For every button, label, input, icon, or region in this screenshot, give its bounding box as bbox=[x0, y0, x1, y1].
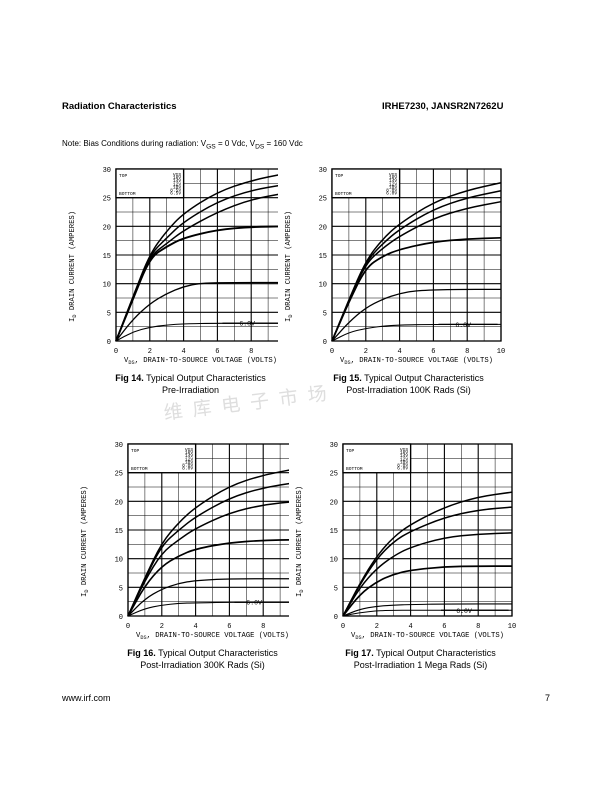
svg-text:25: 25 bbox=[330, 471, 338, 479]
svg-text:2: 2 bbox=[364, 348, 368, 356]
svg-text:30: 30 bbox=[103, 167, 111, 175]
svg-text:15: 15 bbox=[115, 528, 123, 536]
svg-text:2: 2 bbox=[148, 348, 152, 356]
svg-text:ID DRAIN CURRENT (AMPERES): ID DRAIN CURRENT (AMPERES) bbox=[296, 486, 305, 597]
svg-text:6.0V: 6.0V bbox=[239, 321, 255, 328]
svg-text:8: 8 bbox=[476, 623, 480, 631]
svg-text:5: 5 bbox=[334, 585, 338, 593]
svg-text:8: 8 bbox=[261, 623, 265, 631]
svg-text:2: 2 bbox=[375, 623, 379, 631]
svg-text:0: 0 bbox=[107, 339, 111, 347]
svg-text:ID DRAIN CURRENT (AMPERES): ID DRAIN CURRENT (AMPERES) bbox=[285, 211, 294, 322]
svg-text:VDS, DRAIN-TO-SOURCE VOLTAGE: VDS, DRAIN-TO-SOURCE VOLTAGE (VOLTS) bbox=[340, 357, 493, 366]
svg-text:30: 30 bbox=[115, 442, 123, 450]
svg-text:0: 0 bbox=[334, 614, 338, 622]
svg-text:10: 10 bbox=[330, 557, 338, 565]
svg-text:6.0V: 6.0V bbox=[397, 466, 408, 472]
svg-text:4: 4 bbox=[193, 623, 197, 631]
svg-text:5: 5 bbox=[107, 310, 111, 318]
svg-text:4: 4 bbox=[397, 348, 401, 356]
svg-text:0: 0 bbox=[126, 623, 130, 631]
svg-text:TOP: TOP bbox=[335, 173, 344, 179]
svg-text:20: 20 bbox=[115, 499, 123, 507]
svg-text:10: 10 bbox=[103, 282, 111, 290]
svg-text:8: 8 bbox=[465, 348, 469, 356]
svg-text:6: 6 bbox=[215, 348, 219, 356]
svg-text:BOTTOM: BOTTOM bbox=[346, 466, 363, 472]
svg-text:10: 10 bbox=[497, 348, 505, 356]
svg-text:20: 20 bbox=[103, 224, 111, 232]
svg-text:ID DRAIN CURRENT (AMPERES): ID DRAIN CURRENT (AMPERES) bbox=[69, 211, 78, 322]
svg-text:25: 25 bbox=[319, 196, 327, 204]
svg-text:10: 10 bbox=[508, 623, 516, 631]
svg-text:TOP: TOP bbox=[119, 173, 128, 179]
svg-text:15: 15 bbox=[330, 528, 338, 536]
svg-text:5: 5 bbox=[323, 310, 327, 318]
svg-text:30: 30 bbox=[319, 167, 327, 175]
svg-text:10: 10 bbox=[319, 282, 327, 290]
svg-text:2: 2 bbox=[160, 623, 164, 631]
svg-text:8.0V: 8.0V bbox=[182, 466, 193, 472]
svg-text:6: 6 bbox=[431, 348, 435, 356]
svg-text:30: 30 bbox=[330, 442, 338, 450]
svg-text:0: 0 bbox=[119, 614, 123, 622]
svg-text:4: 4 bbox=[181, 348, 185, 356]
svg-text:TOP: TOP bbox=[131, 448, 140, 454]
svg-text:VDS, DRAIN-TO-SOURCE VOLTAGE: VDS, DRAIN-TO-SOURCE VOLTAGE (VOLTS) bbox=[124, 357, 277, 366]
svg-text:8: 8 bbox=[249, 348, 253, 356]
svg-text:ID DRAIN CURRENT (AMPERES): ID DRAIN CURRENT (AMPERES) bbox=[81, 486, 90, 597]
svg-text:0: 0 bbox=[114, 348, 118, 356]
svg-text:6.0V: 6.0V bbox=[386, 191, 397, 197]
svg-text:6.0V: 6.0V bbox=[456, 608, 472, 615]
svg-text:0: 0 bbox=[341, 623, 345, 631]
svg-text:VDS, DRAIN-TO-SOURCE VOLTAGE: VDS, DRAIN-TO-SOURCE VOLTAGE (VOLTS) bbox=[136, 632, 289, 641]
svg-text:6.0V: 6.0V bbox=[455, 322, 471, 329]
svg-text:25: 25 bbox=[115, 471, 123, 479]
svg-text:BOTTOM: BOTTOM bbox=[131, 466, 148, 472]
svg-text:20: 20 bbox=[319, 224, 327, 232]
svg-text:6.0V: 6.0V bbox=[246, 600, 262, 607]
svg-text:25: 25 bbox=[103, 196, 111, 204]
svg-text:15: 15 bbox=[103, 253, 111, 261]
svg-text:4: 4 bbox=[408, 623, 412, 631]
svg-text:0: 0 bbox=[330, 348, 334, 356]
svg-text:6.5V: 6.5V bbox=[170, 191, 181, 197]
svg-text:TOP: TOP bbox=[346, 448, 355, 454]
svg-text:0: 0 bbox=[323, 339, 327, 347]
svg-text:10: 10 bbox=[115, 557, 123, 565]
svg-text:6: 6 bbox=[227, 623, 231, 631]
svg-text:5: 5 bbox=[119, 585, 123, 593]
svg-text:20: 20 bbox=[330, 499, 338, 507]
svg-text:VDS, DRAIN-TO-SOURCE VOLTAGE: VDS, DRAIN-TO-SOURCE VOLTAGE (VOLTS) bbox=[351, 632, 504, 641]
svg-text:15: 15 bbox=[319, 253, 327, 261]
svg-text:BOTTOM: BOTTOM bbox=[119, 191, 136, 197]
svg-text:6: 6 bbox=[442, 623, 446, 631]
svg-text:BOTTOM: BOTTOM bbox=[335, 191, 352, 197]
